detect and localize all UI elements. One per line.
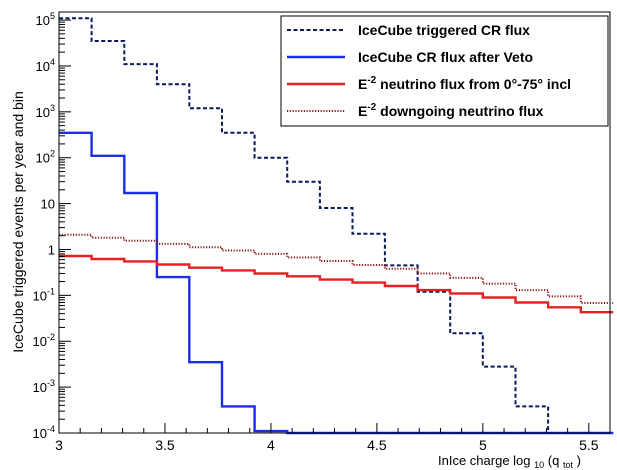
y-tick-label: 1 bbox=[48, 242, 55, 257]
y-tick-base: 10 bbox=[36, 105, 50, 120]
x-axis-label-main: InIce charge log bbox=[438, 453, 531, 468]
y-tick-exponent: 4 bbox=[50, 57, 55, 67]
series-line-4 bbox=[59, 233, 614, 304]
legend-label-rest: neutrino flux from 0°-75° incl bbox=[376, 76, 571, 92]
legend-label-3: E-2 neutrino flux from 0°-75° incl bbox=[358, 75, 571, 92]
legend-label-sup: -2 bbox=[367, 75, 376, 86]
y-tick-base: 1 bbox=[48, 242, 55, 257]
legend-box bbox=[280, 15, 609, 127]
x-tick-label: 5 bbox=[479, 437, 487, 453]
legend-label-main: IceCube CR flux after Veto bbox=[358, 49, 533, 65]
legend-label-main: E bbox=[358, 76, 367, 92]
x-tick-label: 4.5 bbox=[367, 437, 387, 453]
y-tick-exponent: 3 bbox=[50, 103, 55, 113]
series-line-3 bbox=[59, 254, 614, 314]
y-tick-label: 10-2 bbox=[33, 332, 55, 349]
y-tick-exponent: -3 bbox=[47, 378, 55, 388]
y-tick-exponent: -2 bbox=[47, 332, 55, 342]
y-tick-label: 10-1 bbox=[33, 286, 55, 303]
y-tick-label: 104 bbox=[36, 57, 55, 74]
y-tick-base: 10 bbox=[33, 426, 47, 441]
x-tick-label: 4 bbox=[267, 437, 275, 453]
legend-label-main: IceCube triggered CR flux bbox=[358, 22, 530, 38]
y-tick-exponent: 2 bbox=[50, 149, 55, 159]
legend-label-4: E-2 downgoing neutrino flux bbox=[358, 102, 544, 119]
y-tick-label: 102 bbox=[36, 149, 55, 166]
y-tick-base: 10 bbox=[36, 13, 50, 28]
legend-label-sup: -2 bbox=[367, 102, 376, 113]
legend: IceCube triggered CR flux IceCube CR flux… bbox=[280, 15, 609, 127]
y-tick-base: 10 bbox=[41, 197, 55, 212]
y-tick-base: 10 bbox=[33, 334, 47, 349]
x-axis-label: InIce charge log 10 (q tot ) bbox=[438, 453, 581, 470]
y-tick-exponent: 5 bbox=[50, 11, 55, 21]
y-tick-base: 10 bbox=[36, 59, 50, 74]
x-axis-label-arg-sub: tot bbox=[563, 460, 574, 470]
series-line-1 bbox=[59, 17, 614, 434]
x-axis-label-arg: (q bbox=[548, 453, 560, 468]
y-tick-label: 10 bbox=[41, 197, 55, 212]
x-tick-label: 3 bbox=[55, 437, 63, 453]
x-axis-label-close: ) bbox=[577, 453, 581, 468]
x-axis-label-sub: 10 bbox=[534, 460, 544, 470]
y-tick-exponent: -1 bbox=[47, 286, 55, 296]
legend-label-2: IceCube CR flux after Veto bbox=[358, 49, 533, 65]
y-tick-base: 10 bbox=[36, 151, 50, 166]
y-tick-label: 105 bbox=[36, 11, 55, 28]
y-tick-base: 10 bbox=[33, 380, 47, 395]
legend-label-rest: downgoing neutrino flux bbox=[376, 103, 543, 119]
x-tick-label: 5.5 bbox=[579, 437, 599, 453]
legend-label-1: IceCube triggered CR flux bbox=[358, 22, 530, 38]
y-tick-label: 10-3 bbox=[33, 378, 55, 395]
x-axis: 3 3.5 4 4.5 5 5.5 bbox=[55, 423, 611, 453]
y-tick-label: 103 bbox=[36, 103, 55, 120]
y-tick-label: 10-4 bbox=[33, 424, 55, 441]
y-tick-base: 10 bbox=[33, 288, 47, 303]
y-axis-label: IceCube triggered events per year and bi… bbox=[10, 91, 26, 353]
x-tick-label: 3.5 bbox=[155, 437, 175, 453]
legend-label-main: E bbox=[358, 103, 367, 119]
y-tick-exponent: -4 bbox=[47, 424, 55, 434]
